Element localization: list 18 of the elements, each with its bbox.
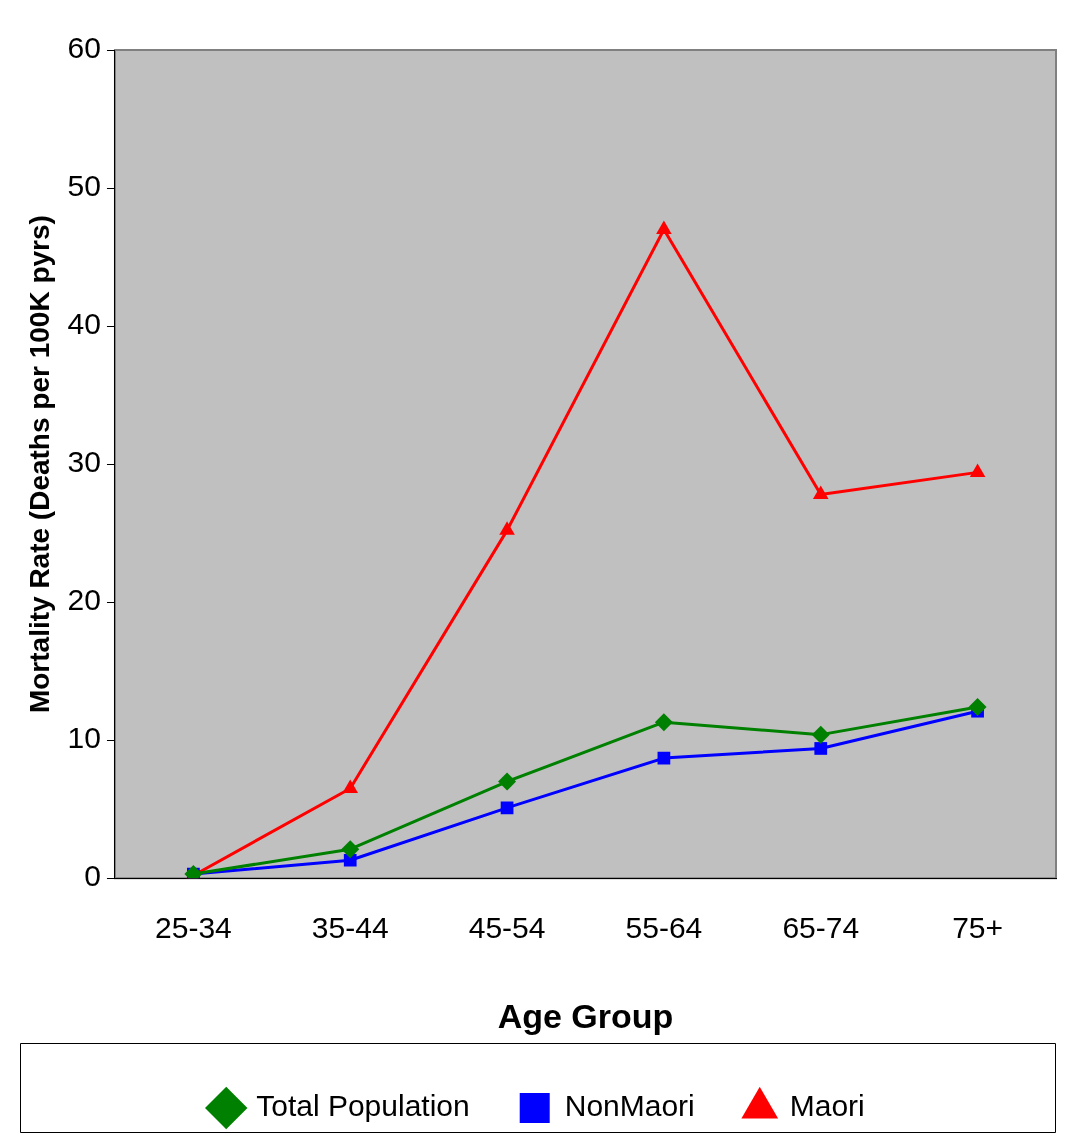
y-tick-label: 60 xyxy=(67,31,101,65)
y-tick-label: 50 xyxy=(67,169,101,203)
x-tick-label: 25-34 xyxy=(155,911,232,945)
x-tick-label: 65-74 xyxy=(782,911,860,945)
x-tick-label: 45-54 xyxy=(468,911,546,945)
x-tick-label: 35-44 xyxy=(311,911,389,945)
x-tick-label: 55-64 xyxy=(625,911,703,945)
legend-label: Total Population xyxy=(256,1089,470,1123)
y-tick-label: 20 xyxy=(67,583,101,617)
x-tick-label: 75+ xyxy=(952,911,1004,945)
y-tick-label: 30 xyxy=(67,445,101,479)
y-tick-label: 10 xyxy=(67,721,101,755)
legend-label: NonMaori xyxy=(564,1089,695,1123)
legend-label: Maori xyxy=(789,1089,865,1123)
y-tick-label: 40 xyxy=(67,307,101,341)
y-axis-title: Mortality Rate (Deaths per 100K pyrs) xyxy=(23,215,55,714)
y-tick-label: 0 xyxy=(84,859,101,893)
x-axis-title: Age Group xyxy=(497,996,674,1035)
